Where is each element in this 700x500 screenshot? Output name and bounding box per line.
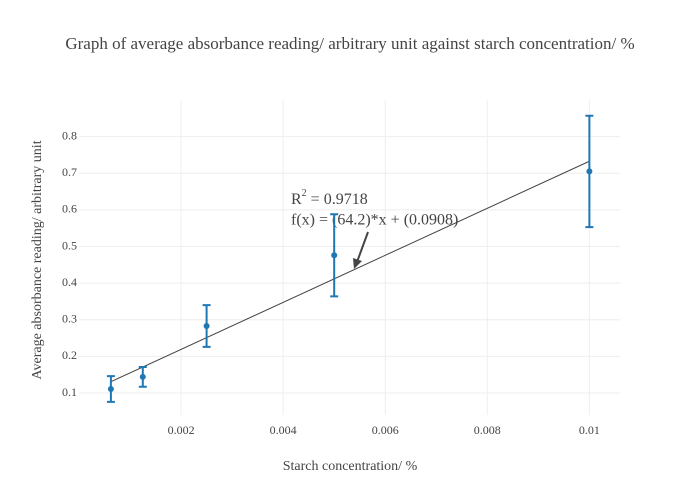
annotation-r2: R2 = 0.9718 [291,188,368,207]
y-tick-label: 0.6 [62,202,77,216]
x-tick-label: 0.002 [168,423,195,437]
x-tick-label: 0.004 [270,423,297,437]
r2-prefix: R [291,191,302,208]
y-tick-label: 0.2 [62,348,77,362]
annotation-arrow [356,231,369,263]
y-tick-label: 0.5 [62,238,77,252]
x-tick-label: 0.01 [579,423,600,437]
point [586,168,593,175]
point [331,252,338,259]
point [139,373,146,380]
y-tick-label: 0.4 [62,275,77,289]
arrow-head [353,258,362,269]
y-tick-label: 0.7 [62,165,77,179]
r2-rest: = 0.9718 [307,191,368,208]
r2-sup: 2 [302,188,307,199]
fit-line [110,160,590,383]
point [203,322,210,329]
y-tick-label: 0.1 [62,385,77,399]
y-tick-label: 0.3 [62,312,77,326]
y-tick-label: 0.8 [62,128,77,142]
chart-title: Graph of average absorbance reading/ arb… [65,34,634,53]
x-tick-label: 0.006 [372,423,399,437]
annotation-formula: f(x) = (64.2)*x + (0.0908) [291,212,458,229]
x-tick-label: 0.008 [474,423,501,437]
x-axis-label: Starch concentration/ % [283,459,418,474]
point [107,385,114,392]
y-axis-label: Average absorbance reading/ arbitrary un… [30,140,45,379]
